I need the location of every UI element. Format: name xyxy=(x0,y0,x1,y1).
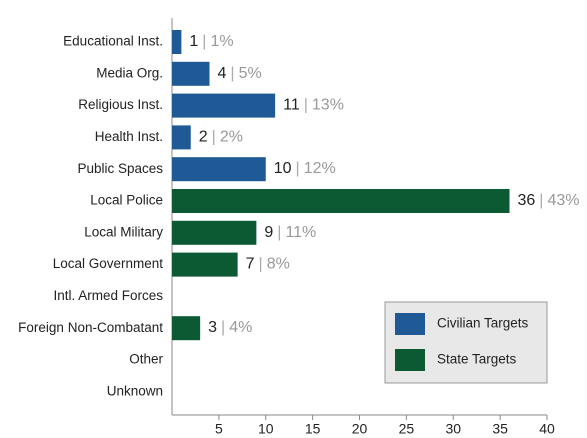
value-label: 36 xyxy=(518,192,536,209)
category-label: Media Org. xyxy=(96,65,163,80)
value-label: 2 xyxy=(199,129,208,146)
separator: | xyxy=(277,224,281,241)
x-tick-label: 40 xyxy=(539,421,555,437)
legend-label: State Targets xyxy=(437,352,517,367)
bar xyxy=(172,316,201,341)
data-label: 36 | 43% xyxy=(518,192,580,209)
category-label: Health Inst. xyxy=(95,129,163,144)
bar xyxy=(172,61,210,86)
separator: | xyxy=(202,33,206,50)
percent-label: 4% xyxy=(229,319,252,336)
category-label: Unknown xyxy=(107,383,163,398)
separator: | xyxy=(259,256,263,273)
separator: | xyxy=(304,97,308,114)
percent-label: 11% xyxy=(285,224,316,241)
separator: | xyxy=(212,129,216,146)
x-tick-label: 10 xyxy=(258,421,274,437)
data-label: 3 | 4% xyxy=(208,319,252,336)
legend-swatch xyxy=(395,313,425,335)
separator: | xyxy=(221,319,225,336)
bar xyxy=(172,189,510,213)
category-label: Educational Inst. xyxy=(63,34,163,49)
data-label: 10 | 12% xyxy=(274,160,336,177)
percent-label: 13% xyxy=(312,97,344,114)
bar xyxy=(172,30,182,54)
legend-label: Civilian Targets xyxy=(437,316,529,331)
value-label: 10 xyxy=(274,160,292,177)
percent-label: 12% xyxy=(304,160,336,177)
percent-label: 1% xyxy=(210,33,233,50)
category-label: Other xyxy=(129,352,163,367)
value-label: 9 xyxy=(264,224,273,241)
category-label: Local Government xyxy=(53,256,164,271)
x-tick-label: 25 xyxy=(399,421,415,437)
category-label: Local Military xyxy=(84,224,163,239)
data-label: 4 | 5% xyxy=(218,65,262,82)
percent-label: 2% xyxy=(220,129,243,146)
percent-label: 5% xyxy=(239,65,262,82)
separator: | xyxy=(230,65,234,82)
separator: | xyxy=(539,192,543,209)
value-label: 7 xyxy=(246,256,255,273)
x-tick-label: 20 xyxy=(352,421,368,437)
category-label: Religious Inst. xyxy=(78,97,163,112)
value-label: 1 xyxy=(189,33,198,50)
bar xyxy=(172,157,266,182)
x-tick-label: 15 xyxy=(305,421,321,437)
data-label: 7 | 8% xyxy=(246,256,290,273)
percent-label: 43% xyxy=(547,192,579,209)
legend-swatch xyxy=(395,349,425,371)
percent-label: 8% xyxy=(267,256,290,273)
x-tick-label: 5 xyxy=(215,421,223,437)
category-label: Public Spaces xyxy=(77,161,163,176)
bar xyxy=(172,125,191,150)
bar xyxy=(172,252,238,277)
data-label: 9 | 11% xyxy=(264,224,316,241)
value-label: 3 xyxy=(208,319,217,336)
data-label: 2 | 2% xyxy=(199,129,243,146)
bar xyxy=(172,93,276,118)
value-label: 11 xyxy=(283,97,300,114)
separator: | xyxy=(296,160,300,177)
x-tick-label: 30 xyxy=(445,421,461,437)
data-label: 1 | 1% xyxy=(189,33,233,50)
category-label: Local Police xyxy=(90,193,163,208)
x-tick-label: 35 xyxy=(492,421,508,437)
data-label: 11 | 13% xyxy=(283,97,344,114)
bar xyxy=(172,220,257,245)
category-label: Intl. Armed Forces xyxy=(53,288,163,303)
value-label: 4 xyxy=(218,65,227,82)
category-label: Foreign Non-Combatant xyxy=(18,320,163,335)
